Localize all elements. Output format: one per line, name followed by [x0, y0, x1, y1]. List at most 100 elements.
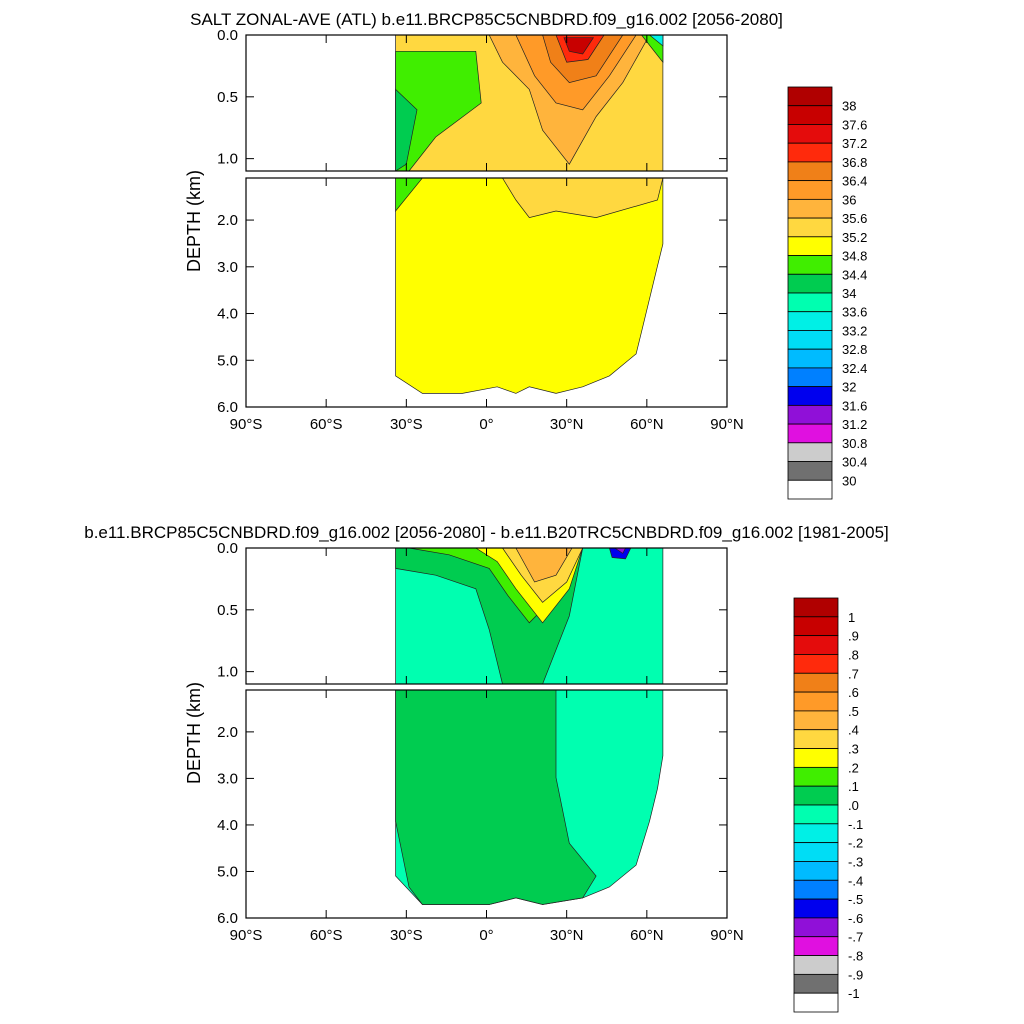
colorbar-swatch — [793, 785, 839, 806]
colorbar-label: 1 — [848, 610, 855, 625]
colorbar-label: .8 — [848, 647, 859, 662]
x-tick-label: 30°N — [550, 416, 584, 433]
colorbar-swatch — [787, 198, 833, 219]
colorbar-label: .4 — [848, 723, 859, 738]
x-tick-label: 60°S — [310, 416, 343, 433]
y-tick-label: 2.0 — [217, 724, 238, 741]
colorbar-swatch — [787, 217, 833, 238]
colorbar-label: 30 — [842, 473, 856, 488]
colorbar-swatch — [787, 236, 833, 256]
colorbar-label: -.2 — [848, 836, 863, 851]
colorbar-label: 34.4 — [842, 267, 867, 282]
colorbar-swatch — [787, 161, 833, 182]
colorbar-label: 35.6 — [842, 211, 867, 226]
colorbar-label: 31.2 — [842, 417, 867, 432]
y-tick-label: 4.0 — [217, 817, 238, 834]
x-tick-label: 30°N — [550, 927, 584, 944]
colorbar-swatch — [793, 992, 839, 1013]
colorbar-label: 34.8 — [842, 249, 867, 264]
colorbar-label: -.9 — [848, 967, 863, 982]
colorbar-label: 33.6 — [842, 305, 867, 320]
colorbar-swatch — [787, 348, 833, 369]
y-tick-label: 5.0 — [217, 352, 238, 369]
y-tick-label: 3.0 — [217, 259, 238, 276]
x-tick-label: 30°S — [390, 416, 423, 433]
colorbar-label: -1 — [848, 986, 860, 1001]
colorbar-swatch — [793, 879, 839, 900]
colorbar-swatch — [793, 823, 839, 844]
colorbar-swatch — [787, 86, 833, 107]
contour-region — [563, 37, 595, 55]
x-tick-label: 0° — [479, 416, 493, 433]
x-tick-label: 60°S — [310, 927, 343, 944]
colorbar-label: .9 — [848, 629, 859, 644]
colorbar-swatch — [793, 804, 839, 825]
colorbar-label: .0 — [848, 798, 859, 813]
x-tick-label: 90°S — [230, 416, 263, 433]
colorbar-swatch — [787, 461, 833, 481]
colorbar-swatch — [787, 404, 833, 425]
colorbar-swatch — [787, 255, 833, 275]
colorbar-swatch — [793, 691, 839, 712]
colorbar-swatch — [793, 748, 839, 768]
colorbar-swatch — [787, 142, 833, 163]
colorbar-swatch — [793, 861, 839, 881]
colorbar-label: .5 — [848, 704, 859, 719]
y-tick-label: 0.5 — [217, 89, 238, 106]
colorbar-label: 37.6 — [842, 117, 867, 132]
y-tick-label: 6.0 — [217, 399, 238, 416]
y-tick-label: 1.0 — [217, 664, 238, 681]
colorbar-swatch — [787, 367, 833, 388]
colorbar-label: 32.8 — [842, 342, 867, 357]
colorbar-label: .2 — [848, 760, 859, 775]
colorbar-swatch — [787, 105, 833, 125]
colorbar-label: 31.6 — [842, 398, 867, 413]
colorbar-label: 30.8 — [842, 436, 867, 451]
x-tick-label: 90°N — [710, 416, 744, 433]
y-tick-label: 4.0 — [217, 306, 238, 323]
y-tick-label: 3.0 — [217, 770, 238, 787]
y-tick-label: 0.0 — [217, 540, 238, 557]
y-tick-label: 1.0 — [217, 151, 238, 168]
colorbar-swatch — [793, 842, 839, 862]
x-tick-label: 60°N — [630, 927, 664, 944]
colorbar-label: 33.2 — [842, 323, 867, 338]
colorbar-label: -.8 — [848, 949, 863, 964]
colorbar-swatch — [793, 936, 839, 956]
colorbar-label: 37.2 — [842, 136, 867, 151]
contour-region — [501, 177, 664, 218]
colorbar-label: 32.4 — [842, 361, 867, 376]
colorbar-swatch — [793, 955, 839, 975]
colorbar-swatch — [793, 616, 839, 637]
colorbar-swatch — [793, 597, 839, 618]
y-tick-label: 2.0 — [217, 212, 238, 229]
colorbar-label: .7 — [848, 666, 859, 681]
y-axis-label: DEPTH (km) — [184, 170, 204, 272]
y-tick-label: 6.0 — [217, 910, 238, 927]
colorbar-swatch — [787, 124, 833, 144]
x-tick-label: 30°S — [390, 927, 423, 944]
colorbar-label: -.6 — [848, 911, 863, 926]
colorbar-label: 36.4 — [842, 174, 867, 189]
colorbar-swatch — [787, 292, 833, 313]
colorbar-label: 36.8 — [842, 155, 867, 170]
y-tick-label: 5.0 — [217, 863, 238, 880]
colorbar-swatch — [793, 766, 839, 787]
colorbar-swatch — [787, 479, 833, 500]
colorbar-label: 36 — [842, 192, 856, 207]
colorbar-label: -.3 — [848, 854, 863, 869]
y-tick-label: 0.5 — [217, 602, 238, 619]
colorbar-label: -.4 — [848, 873, 863, 888]
colorbar-label: .6 — [848, 685, 859, 700]
colorbar-label: .3 — [848, 742, 859, 757]
x-tick-label: 60°N — [630, 416, 664, 433]
colorbar-label: -.5 — [848, 892, 863, 907]
colorbar-swatch — [793, 672, 839, 693]
y-tick-label: 0.0 — [217, 27, 238, 44]
colorbar-swatch — [793, 973, 839, 994]
colorbar-label: .1 — [848, 779, 859, 794]
colorbar-swatch — [787, 180, 833, 200]
chart-title: SALT ZONAL-AVE (ATL) b.e11.BRCP85C5CNBDR… — [190, 10, 783, 29]
colorbar-label: -.7 — [848, 930, 863, 945]
colorbar-swatch — [787, 311, 833, 331]
